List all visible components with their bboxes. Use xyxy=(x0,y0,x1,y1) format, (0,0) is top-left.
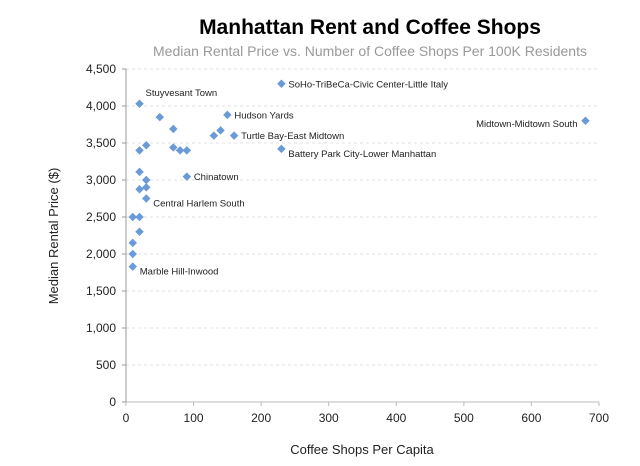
x-tick-label: 100 xyxy=(184,411,204,425)
data-point[interactable] xyxy=(142,183,151,192)
x-tick-label: 0 xyxy=(123,411,130,425)
data-point[interactable] xyxy=(155,112,165,122)
data-point[interactable] xyxy=(128,238,137,248)
y-tick-label: 500 xyxy=(96,358,116,372)
point-label: Marble Hill-Inwood xyxy=(140,267,219,278)
y-tick-label: 4,000 xyxy=(86,99,116,113)
chart-subtitle: Median Rental Price vs. Number of Coffee… xyxy=(153,43,587,59)
data-point[interactable] xyxy=(216,126,225,135)
data-point[interactable] xyxy=(128,249,137,259)
data-point[interactable] xyxy=(142,140,151,150)
y-tick-label: 1,500 xyxy=(86,284,116,298)
data-point[interactable] xyxy=(169,124,178,134)
chart-title: Manhattan Rent and Coffee Shops xyxy=(199,16,541,39)
point-label: SoHo-TriBeCa-Civic Center-Little Italy xyxy=(288,79,448,90)
data-point[interactable] xyxy=(135,167,144,177)
x-tick-label: 500 xyxy=(454,411,474,425)
data-point[interactable] xyxy=(135,146,144,155)
data-point[interactable] xyxy=(277,144,286,154)
data-point[interactable] xyxy=(182,146,192,155)
data-point[interactable] xyxy=(128,212,137,222)
point-label: Hudson Yards xyxy=(234,110,294,121)
y-tick-label: 2,500 xyxy=(86,210,116,224)
y-tick-label: 1,000 xyxy=(86,321,116,335)
x-axis-label: Coffee Shops Per Capita xyxy=(290,442,434,457)
y-tick-label: 4,500 xyxy=(86,62,116,76)
y-tick-label: 3,000 xyxy=(86,173,116,187)
data-point[interactable] xyxy=(135,212,144,222)
x-tick-label: 700 xyxy=(589,411,609,425)
data-point[interactable] xyxy=(135,227,144,237)
data-point[interactable] xyxy=(142,194,151,203)
point-label: Turtle Bay-East Midtown xyxy=(241,131,344,142)
data-point[interactable] xyxy=(277,79,286,89)
point-label: Midtown-Midtown South xyxy=(476,119,577,130)
gridlines xyxy=(126,68,599,366)
point-label: Chinatown xyxy=(194,172,239,183)
data-point[interactable] xyxy=(581,116,590,126)
x-tick-label: 600 xyxy=(521,411,541,425)
x-tick-label: 200 xyxy=(251,411,271,425)
x-tick-label: 400 xyxy=(386,411,406,425)
point-label: Battery Park City-Lower Manhattan xyxy=(288,149,436,160)
data-point[interactable] xyxy=(223,110,232,120)
y-axis-label: Median Rental Price ($) xyxy=(46,168,61,305)
data-point[interactable] xyxy=(169,143,178,152)
data-point[interactable] xyxy=(175,146,185,155)
data-point[interactable] xyxy=(209,131,219,140)
data-point[interactable] xyxy=(182,172,192,181)
point-label: Central Harlem South xyxy=(153,199,244,210)
data-point[interactable] xyxy=(135,185,144,194)
x-tick-label: 300 xyxy=(319,411,339,425)
data-point[interactable] xyxy=(128,262,137,271)
data-point[interactable] xyxy=(142,175,151,185)
point-label: Stuyvesant Town xyxy=(146,88,218,99)
data-point[interactable] xyxy=(135,99,144,109)
data-point[interactable] xyxy=(229,131,239,140)
y-tick-label: 2,000 xyxy=(86,247,116,261)
y-tick-label: 3,500 xyxy=(86,136,116,150)
y-tick-label: 0 xyxy=(109,395,116,409)
